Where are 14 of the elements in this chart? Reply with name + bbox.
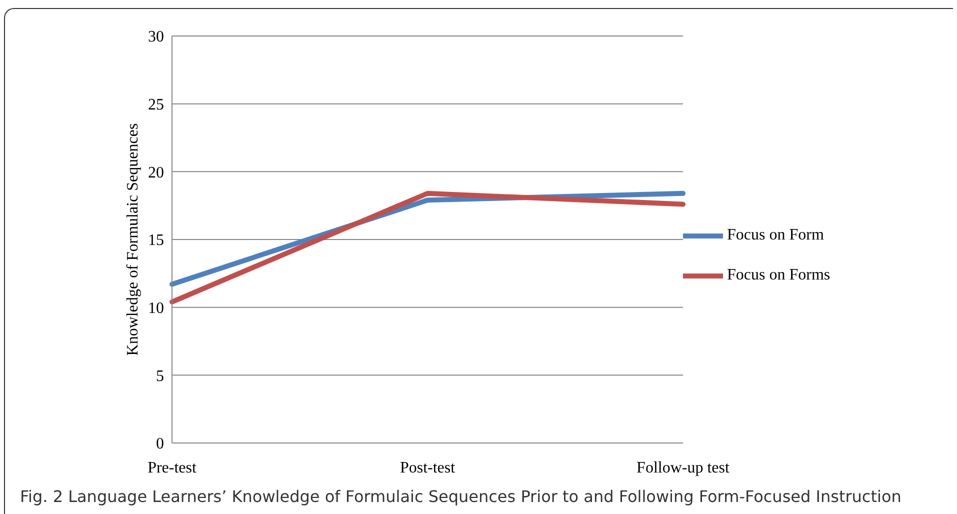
x-tick-label: Pre-test: [148, 459, 197, 476]
y-tick-label: 0: [156, 436, 164, 453]
y-tick-label: 10: [148, 300, 164, 318]
y-tick-label: 15: [148, 232, 164, 250]
y-tick-label: 20: [148, 164, 164, 182]
y-tick-label: 5: [156, 368, 164, 385]
y-axis-title: Knowledge of Formulaic Sequences: [124, 123, 142, 356]
legend-label: Focus on Forms: [727, 266, 830, 284]
caption: Fig. 2 Language Learners’ Knowledge of Formulaic Sequences Prior to and Following Form-Focused Instruction: [20, 487, 902, 506]
x-tick-label: Post-test: [400, 459, 456, 476]
y-tick-label: 25: [148, 96, 164, 114]
x-tick-label: Follow-up test: [636, 459, 730, 476]
legend-label: Focus on Form: [727, 226, 824, 244]
y-tick-label: 30: [148, 28, 164, 46]
